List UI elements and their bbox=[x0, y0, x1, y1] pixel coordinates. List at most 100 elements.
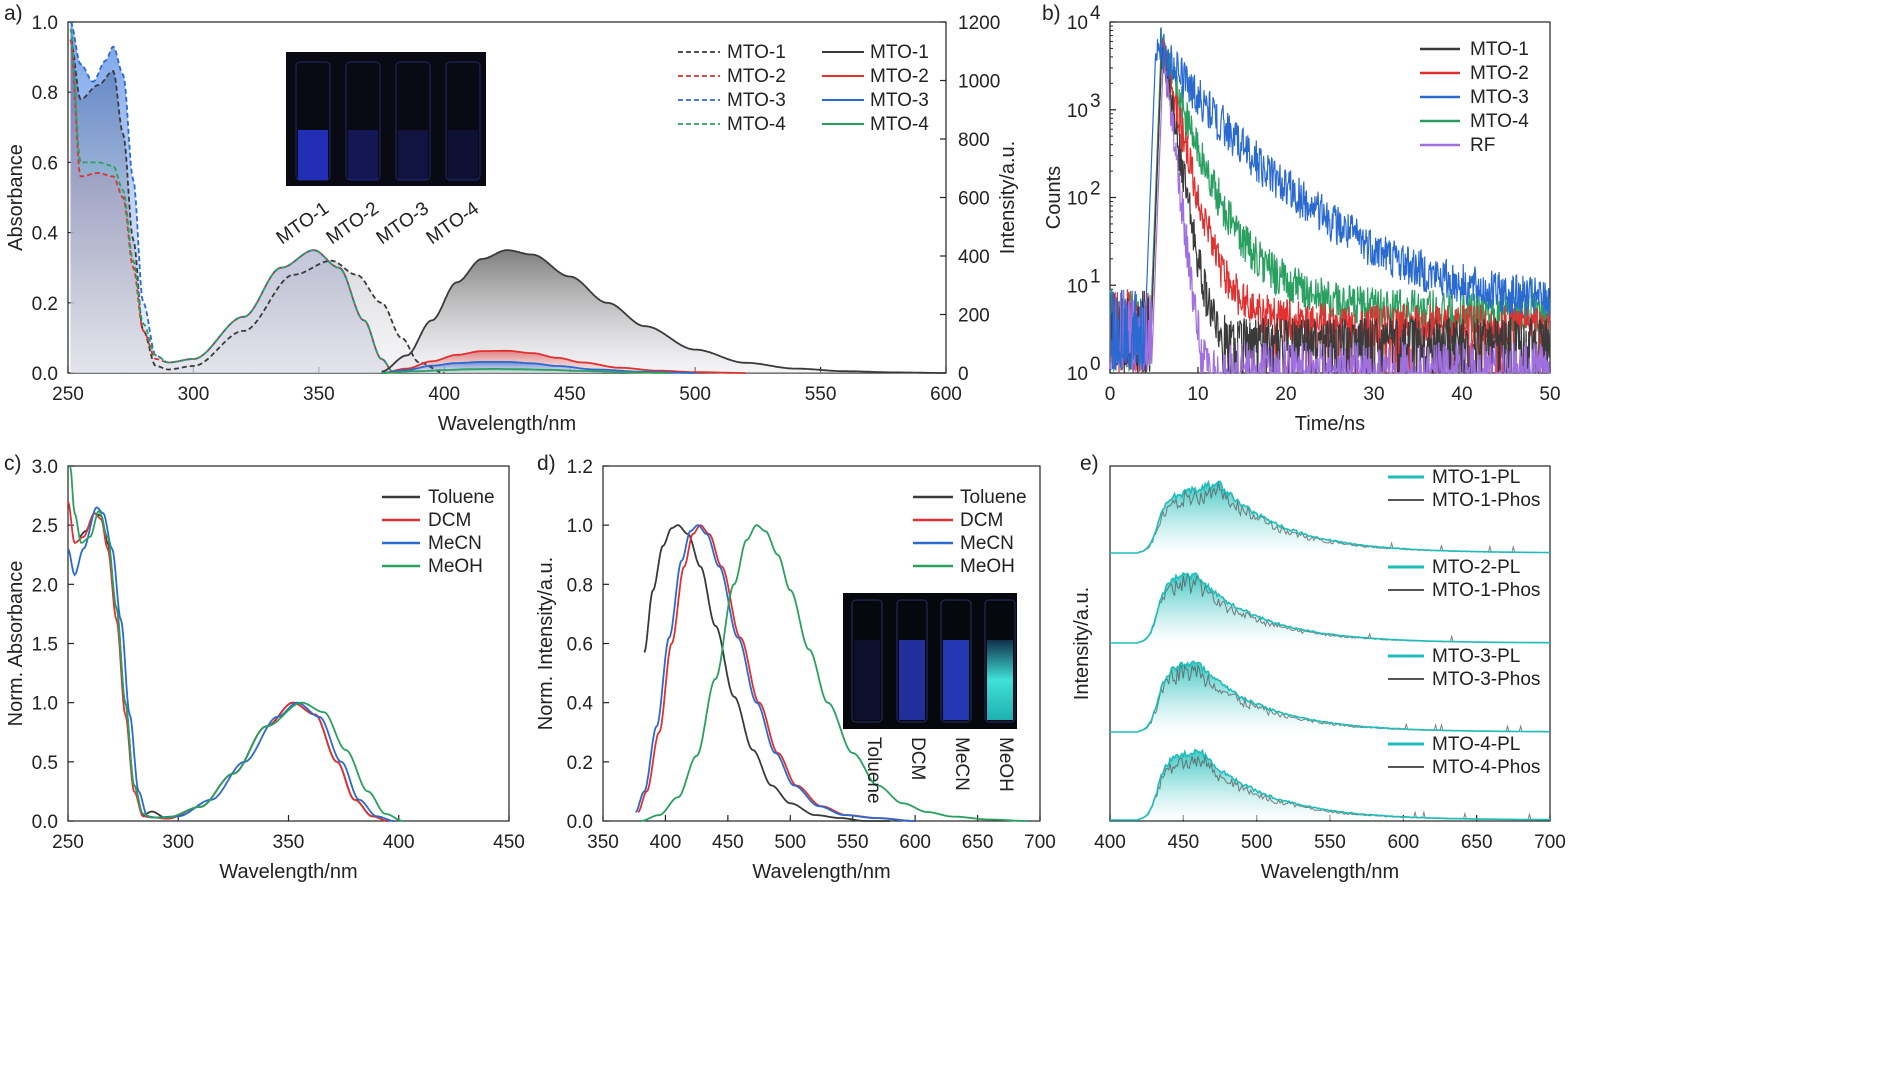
e-x-tick-label: 400 bbox=[1094, 832, 1126, 853]
e-legend-label: MTO-2-PL bbox=[1432, 557, 1520, 578]
e-x-tick-label: 600 bbox=[1387, 832, 1419, 853]
b-panel-letter: b) bbox=[1042, 2, 1061, 25]
a-y2-axis-label: Intensity/a.u. bbox=[997, 141, 1019, 254]
e-x-tick-label: 700 bbox=[1534, 832, 1566, 853]
b-x-tick-label: 0 bbox=[1105, 384, 1116, 405]
c-y-tick-label: 1.5 bbox=[32, 635, 58, 656]
c-legend-label: MeOH bbox=[428, 556, 483, 577]
c-x-axis-label: Wavelength/nm bbox=[219, 861, 357, 883]
a-y-tick-label: 0.4 bbox=[32, 224, 59, 245]
e-legend-label: MTO-3-Phos bbox=[1432, 669, 1540, 690]
a-panel-letter: a) bbox=[4, 2, 23, 25]
a-series-line-MTO-2-emission bbox=[381, 349, 746, 374]
a-inset-vial-glow bbox=[448, 130, 478, 180]
b-legend-label: MTO-3 bbox=[1470, 87, 1529, 108]
a-inset-vial bbox=[345, 61, 381, 181]
c-panel-letter: c) bbox=[4, 452, 22, 475]
b-x-tick-label: 40 bbox=[1451, 384, 1472, 405]
d-legend-label: MeCN bbox=[960, 533, 1014, 554]
b-y-tick-label: 10 bbox=[1067, 276, 1088, 297]
c-x-tick-label: 350 bbox=[273, 832, 305, 853]
a-series-line-MTO-4-absorbance bbox=[69, 28, 395, 374]
e-y-axis-label: Intensity/a.u. bbox=[1071, 587, 1093, 700]
b-legend-label: MTO-4 bbox=[1470, 111, 1529, 132]
a-inset-vial-glow bbox=[348, 130, 378, 180]
d-series-line-MeOH bbox=[640, 524, 1028, 822]
d-x-tick-label: 700 bbox=[1024, 832, 1056, 853]
b-series-line-MTO-1 bbox=[1109, 47, 1551, 374]
c-y-tick-label: 2.0 bbox=[32, 575, 58, 596]
a-legend-label: MTO-4 bbox=[870, 114, 929, 135]
b-y-tick-exponent: 2 bbox=[1090, 179, 1101, 200]
d-inset-vial bbox=[851, 599, 883, 723]
e-pl-line-MTO-4-PL bbox=[1110, 748, 1551, 821]
d-y-tick-label: 0.2 bbox=[567, 753, 593, 774]
c-series-line-DCM bbox=[67, 501, 388, 822]
d-inset-label: MeOH bbox=[995, 737, 1016, 792]
e-legend-label: MTO-1-Phos bbox=[1432, 490, 1540, 511]
b-x-axis-label: Time/ns bbox=[1295, 413, 1365, 435]
a-x-tick-label: 600 bbox=[930, 384, 962, 405]
d-inset-label: Toluene bbox=[863, 737, 884, 804]
a-y-tick-label: 1.0 bbox=[32, 13, 58, 34]
a-inset-label: MTO-3 bbox=[373, 198, 433, 249]
b-series-line-MTO-3 bbox=[1109, 28, 1551, 373]
a-y2-tick-label: 0 bbox=[958, 364, 969, 385]
d-panel-letter: d) bbox=[537, 452, 556, 475]
d-x-axis-label: Wavelength/nm bbox=[752, 861, 890, 883]
c-legend-label: Toluene bbox=[428, 487, 495, 508]
a-inset-label: MTO-2 bbox=[323, 198, 383, 249]
a-series-line-MTO-4-emission bbox=[381, 368, 671, 374]
a-y2-tick-label: 400 bbox=[958, 247, 990, 268]
a-y-tick-label: 0.8 bbox=[32, 83, 58, 104]
b-y-axis-label: Counts bbox=[1043, 166, 1065, 229]
b-x-tick-label: 30 bbox=[1363, 384, 1384, 405]
a-legend-label: MTO-3 bbox=[870, 90, 929, 111]
d-y-axis-label: Norm. Intensity/a.u. bbox=[535, 557, 557, 730]
b-y-tick-label: 10 bbox=[1067, 189, 1088, 210]
c-x-tick-label: 400 bbox=[383, 832, 415, 853]
a-legend-label: MTO-2 bbox=[727, 66, 786, 87]
e-x-tick-label: 500 bbox=[1241, 832, 1273, 853]
b-x-tick-label: 50 bbox=[1539, 384, 1560, 405]
d-x-tick-label: 600 bbox=[899, 832, 931, 853]
d-y-tick-label: 0.8 bbox=[567, 575, 593, 596]
a-y2-tick-label: 200 bbox=[958, 306, 990, 327]
a-legend-label: MTO-4 bbox=[727, 114, 786, 135]
e-legend-label: MTO-4-Phos bbox=[1432, 757, 1540, 778]
panel-c: 250 300 350 400 450 Wavelength/nm 0.0 0.5 1.0 1.5… bbox=[4, 452, 525, 883]
a-x-tick-label: 250 bbox=[52, 384, 84, 405]
e-x-tick-label: 450 bbox=[1167, 832, 1199, 853]
c-legend-label: MeCN bbox=[428, 533, 482, 554]
e-legend-label: MTO-1-Phos bbox=[1432, 580, 1540, 601]
a-legend-label: MTO-3 bbox=[727, 90, 786, 111]
a-abs-fill-MTO-3 bbox=[70, 22, 395, 373]
c-x-tick-label: 250 bbox=[52, 832, 84, 853]
d-y-tick-label: 1.0 bbox=[567, 516, 593, 537]
c-x-tick-label: 450 bbox=[493, 832, 525, 853]
a-y2-tick-label: 800 bbox=[958, 130, 990, 151]
d-y-tick-label: 0.0 bbox=[567, 812, 593, 833]
a-inset-label: MTO-4 bbox=[423, 198, 484, 249]
a-x-tick-label: 550 bbox=[805, 384, 837, 405]
c-x-tick-label: 300 bbox=[162, 832, 194, 853]
e-legend-label: MTO-3-PL bbox=[1432, 646, 1520, 667]
a-inset-vial-glow bbox=[298, 130, 328, 180]
a-inset-label: MTO-1 bbox=[273, 198, 333, 249]
b-y-tick-exponent: 4 bbox=[1090, 3, 1101, 24]
e-pl-line-MTO-1-PL bbox=[1110, 479, 1550, 554]
e-x-axis-label: Wavelength/nm bbox=[1261, 861, 1399, 883]
e-x-tick-label: 550 bbox=[1314, 832, 1346, 853]
b-legend-label: RF bbox=[1470, 135, 1495, 156]
a-x-tick-label: 300 bbox=[178, 384, 210, 405]
c-series-line-MeCN bbox=[67, 506, 395, 822]
a-x-tick-label: 350 bbox=[303, 384, 335, 405]
d-inset-vial-glow bbox=[943, 640, 969, 720]
b-y-tick-label: 10 bbox=[1067, 364, 1088, 385]
d-inset-label: DCM bbox=[907, 737, 928, 780]
d-series-line-MeCN bbox=[635, 524, 916, 822]
d-y-tick-label: 1.2 bbox=[567, 457, 593, 478]
d-inset-vial bbox=[940, 599, 972, 723]
b-y-tick-label: 10 bbox=[1067, 13, 1088, 34]
a-y-axis-label: Absorbance bbox=[5, 144, 27, 251]
